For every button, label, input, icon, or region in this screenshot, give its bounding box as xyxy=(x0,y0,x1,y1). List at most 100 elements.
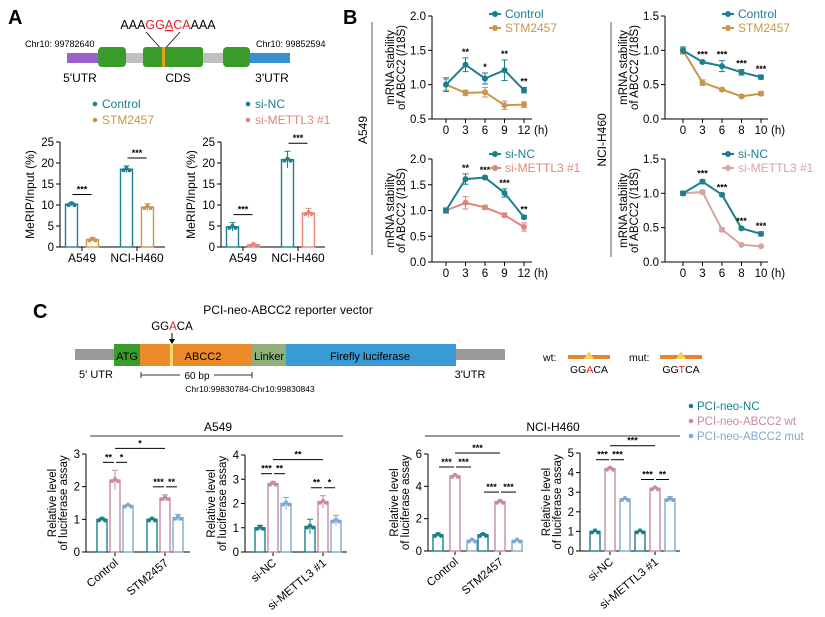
seq-part: CA xyxy=(593,364,608,376)
significance-stars: ** xyxy=(294,450,302,460)
data-point xyxy=(142,206,147,211)
y-tick-label: 20 xyxy=(41,158,54,170)
y-tick-label: 5 xyxy=(48,221,54,233)
data-point xyxy=(593,528,597,533)
significance-stars: ** xyxy=(313,478,321,488)
y-tick-label: 2 xyxy=(233,499,239,511)
y-tick-label: 1 xyxy=(74,514,80,526)
x-unit-label: (h) xyxy=(771,125,785,137)
data-point xyxy=(473,539,477,544)
y-axis-label: mRNA stability xyxy=(618,173,630,248)
data-point xyxy=(288,158,293,163)
x-tick-label: 12 xyxy=(518,125,531,137)
significance-stars: *** xyxy=(480,165,491,175)
data-point xyxy=(145,204,150,209)
y-tick-label: 15 xyxy=(41,179,54,191)
significance-stars: ** xyxy=(462,47,470,57)
x-tick-label: Control xyxy=(425,556,461,589)
utr5-segment xyxy=(67,53,100,63)
data-point xyxy=(653,485,657,490)
data-point xyxy=(443,81,449,88)
significance-stars: *** xyxy=(503,482,514,492)
significance-stars: *** xyxy=(261,464,272,474)
x-tick-label: NCI-H460 xyxy=(110,251,164,265)
atg-segment xyxy=(114,344,141,366)
significance-stars: *** xyxy=(238,205,249,215)
significance-stars: *** xyxy=(756,64,767,74)
data-point xyxy=(665,498,669,503)
y-axis-label: of luciferase assay xyxy=(400,455,412,550)
significance-stars: *** xyxy=(441,457,452,467)
x-tick-label: 8 xyxy=(738,268,744,280)
c-legend: PCI-neo-NC PCI-neo-ABCC2 wt PCI-neo-ABCC… xyxy=(688,401,805,443)
y-tick-label: 0.0 xyxy=(410,257,426,269)
y-tick-label: 2.0 xyxy=(410,11,426,23)
seq-part: A xyxy=(586,364,593,376)
data-point xyxy=(305,525,309,530)
y-tick-label: 10 xyxy=(202,200,215,212)
panel-label-b: B xyxy=(343,7,357,29)
data-point xyxy=(166,497,170,502)
y-axis-label: of ABCC2 (/18S) xyxy=(396,168,408,253)
data-point xyxy=(129,504,133,509)
intron-segment xyxy=(201,53,225,63)
x-tick-label: A549 xyxy=(229,251,257,265)
bar xyxy=(589,530,601,552)
y-tick-label: 3 xyxy=(233,474,239,486)
motif-part-3: CA xyxy=(173,18,191,32)
y-tick-label: 1.5 xyxy=(410,45,426,57)
data-point xyxy=(254,243,259,248)
x-unit-label: (h) xyxy=(534,268,548,280)
y-tick-label: 1.0 xyxy=(410,80,426,92)
legend-label: STM2457 xyxy=(505,21,557,35)
data-point xyxy=(482,75,488,82)
data-point xyxy=(439,533,443,538)
bar xyxy=(604,467,616,552)
data-point xyxy=(638,528,642,533)
y-tick-label: 1 xyxy=(233,523,239,535)
chart-9: 0 2 4 6 Relative level of luciferase assay Con… xyxy=(389,443,523,597)
data-point xyxy=(481,531,485,536)
mut-label: mut: xyxy=(629,352,649,364)
right-coordinate: Chr10: 99852594 xyxy=(256,39,326,49)
y-tick-label: 15 xyxy=(202,179,215,191)
x-tick-label: 8 xyxy=(738,125,744,137)
m6a-site-marker xyxy=(170,344,173,366)
bar xyxy=(119,168,134,248)
y-tick-label: 1.5 xyxy=(643,154,659,166)
significance-stars: *** xyxy=(717,182,728,192)
bar xyxy=(122,504,134,553)
y-axis-label: of luciferase assay xyxy=(58,455,70,550)
data-point xyxy=(248,243,253,248)
data-point xyxy=(233,225,238,230)
data-point xyxy=(620,498,624,503)
legend-label: PCI-neo-ABCC2 mut xyxy=(697,431,805,443)
utr3-label: 3'UTR xyxy=(455,369,486,381)
exon-1 xyxy=(98,47,126,67)
reporter-vector-diagram: PCI-neo-ABCC2 reporter vector GGACA ATG … xyxy=(75,303,702,394)
legend-label: STM2457 xyxy=(102,113,154,127)
bar xyxy=(159,497,171,553)
x-tick-label: 3 xyxy=(699,125,705,137)
bar xyxy=(146,518,158,553)
data-point xyxy=(123,504,127,509)
data-point xyxy=(324,500,328,505)
luciferase-label: Firefly luciferase xyxy=(330,351,410,363)
legend-dot xyxy=(245,101,251,107)
significance-stars: * xyxy=(138,438,142,448)
label-5utr: 5'UTR xyxy=(63,71,97,85)
luciferase-segment xyxy=(286,344,456,366)
data-point xyxy=(110,479,114,484)
y-axis-label: Relative level xyxy=(47,469,59,537)
site-triangle-icon xyxy=(676,351,686,359)
x-tick-label: 6 xyxy=(719,125,725,137)
data-point xyxy=(255,526,259,531)
data-point xyxy=(331,519,335,524)
utr3-segment xyxy=(455,349,505,360)
data-point xyxy=(261,526,265,531)
y-tick-label: 2.0 xyxy=(410,154,426,166)
y-tick-label: 1.0 xyxy=(643,188,659,200)
atg-label: ATG xyxy=(116,351,138,363)
panel-label-c: C xyxy=(33,301,47,323)
utr3-segment xyxy=(248,53,290,63)
